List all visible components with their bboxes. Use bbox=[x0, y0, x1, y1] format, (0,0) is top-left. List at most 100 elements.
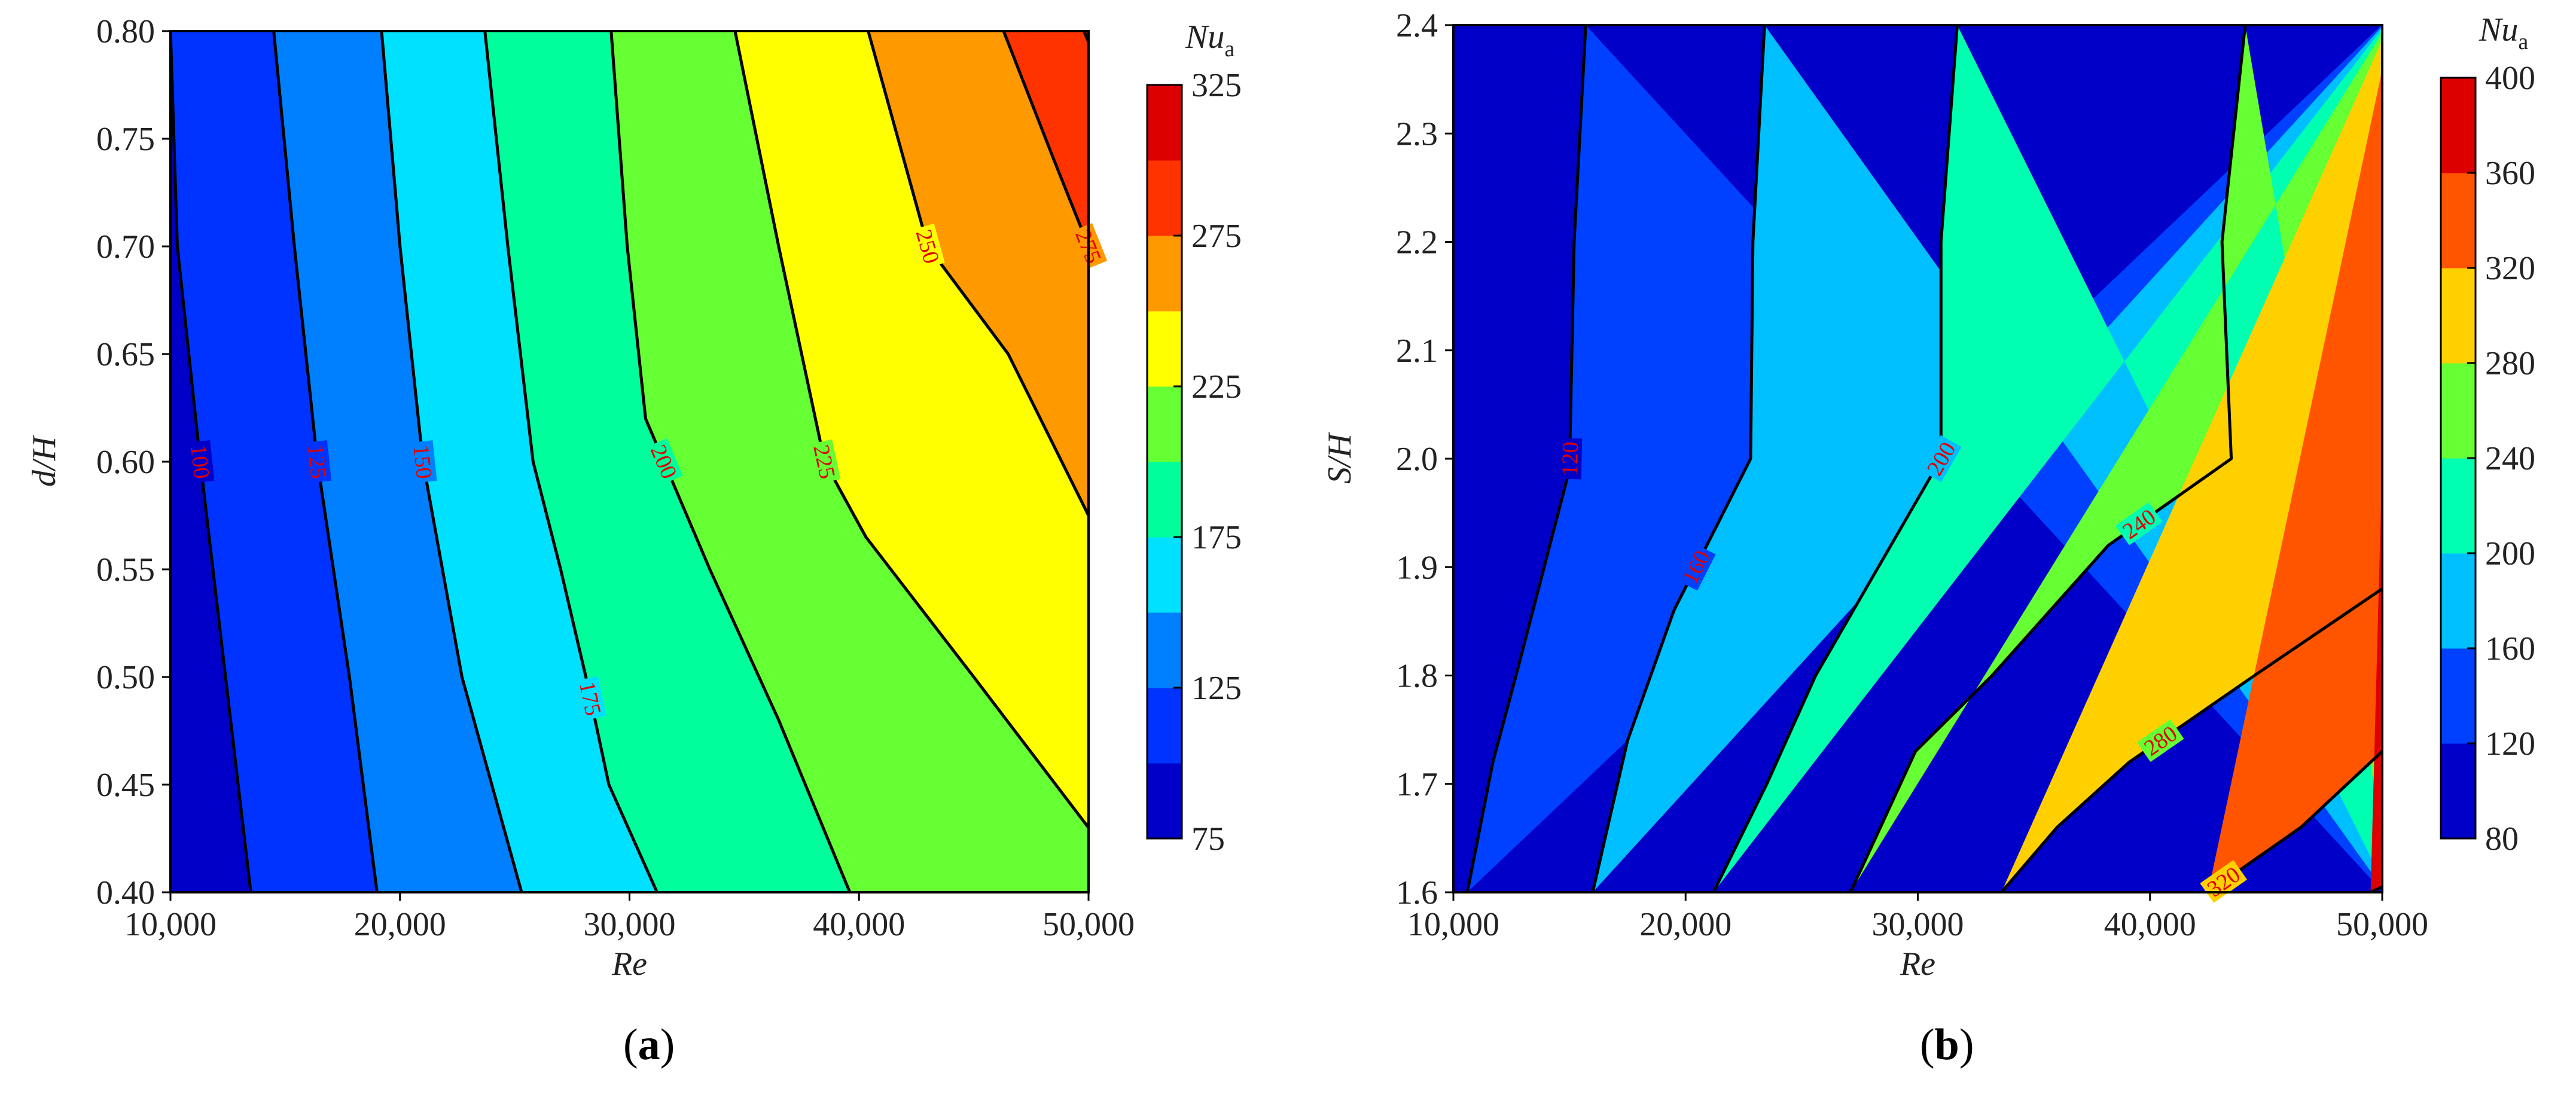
x-tick-label: 50,000 bbox=[2336, 906, 2428, 943]
contour-label-bg bbox=[408, 440, 437, 483]
x-tick-label: 50,000 bbox=[1042, 906, 1135, 943]
colorbar-tick-label: 240 bbox=[2485, 440, 2535, 477]
colorbar-tick-label: 80 bbox=[2485, 821, 2519, 858]
contour-label-125: 125 bbox=[303, 444, 331, 480]
y-tick-label: 2.0 bbox=[1396, 441, 1438, 478]
colorbar-title: Nua bbox=[1185, 19, 1234, 62]
contour-line-175 bbox=[483, 31, 659, 892]
contour-line-240 bbox=[1849, 25, 2247, 892]
colorbar-segment bbox=[2441, 78, 2476, 173]
colorbar-segment bbox=[2441, 553, 2476, 649]
band-4 bbox=[1850, 25, 2382, 892]
y-axis-label: d/H bbox=[26, 435, 63, 487]
contour-label-bg bbox=[186, 440, 215, 483]
x-tick-label: 20,000 bbox=[354, 906, 446, 943]
colorbar-tick-label: 200 bbox=[2485, 535, 2535, 572]
colorbar-tick-label: 225 bbox=[1191, 368, 1242, 405]
colorbar-tick-label: 360 bbox=[2485, 155, 2535, 192]
contour-line-275 bbox=[1002, 31, 1089, 247]
panel-label-a: (a) bbox=[623, 1020, 675, 1069]
colorbar-segment bbox=[1147, 688, 1182, 764]
x-tick-label: 40,000 bbox=[813, 906, 905, 943]
colorbar-title: Nua bbox=[2479, 11, 2528, 54]
contour-chart-b: 120 160 200 240 280 320 10,000 20,000 30,000 40,0… bbox=[1321, 7, 2535, 983]
x-tick-label: 10,000 bbox=[124, 906, 217, 943]
colorbar-segment bbox=[1147, 160, 1182, 236]
contour-label-bg bbox=[574, 676, 606, 721]
contour-label-bg bbox=[1676, 543, 1716, 591]
y-tick-label: 0.45 bbox=[96, 767, 155, 804]
y-tick-label: 1.8 bbox=[1396, 658, 1438, 695]
y-tick-label: 2.1 bbox=[1396, 333, 1438, 370]
contour-line-225 bbox=[733, 31, 1089, 829]
colorbar-segment bbox=[1147, 612, 1182, 688]
contour-line-120 bbox=[1465, 25, 1587, 892]
y-axis-label: S/H bbox=[1321, 432, 1358, 484]
x-tick-label: 40,000 bbox=[2104, 906, 2196, 943]
panel-label-b: (b) bbox=[1920, 1020, 1974, 1069]
colorbar-tick-label: 400 bbox=[2485, 60, 2535, 97]
contour-label-120: 120 bbox=[1557, 441, 1583, 476]
y-tick-label: 0.75 bbox=[96, 121, 155, 158]
contour-label-bg bbox=[2136, 719, 2184, 763]
colorbar-tick-label: 175 bbox=[1191, 519, 1242, 556]
contour-line-200 bbox=[1712, 25, 1959, 892]
x-tick-label: 30,000 bbox=[584, 906, 676, 943]
x-axis: 10,000 20,000 30,000 40,000 50,000 bbox=[1407, 892, 2428, 943]
colorbar-segment bbox=[2441, 458, 2476, 554]
y-tick-label: 0.80 bbox=[96, 13, 155, 50]
band-3 bbox=[1713, 25, 2382, 892]
y-tick-label: 2.3 bbox=[1396, 115, 1438, 153]
y-tick-label: 2.4 bbox=[1396, 7, 1438, 44]
colorbar-segment bbox=[1147, 537, 1182, 613]
y-axis: 1.6 1.7 1.8 1.9 2.0 2.1 2.2 2.3 2.4 bbox=[1396, 7, 1453, 911]
band-5 bbox=[2001, 39, 2382, 892]
y-tick-label: 1.6 bbox=[1396, 874, 1438, 911]
colorbar-segment bbox=[1147, 386, 1182, 462]
contour-line-160 bbox=[1591, 25, 1766, 892]
contour-label-bg bbox=[809, 439, 841, 484]
contour-label-bg bbox=[1557, 438, 1583, 480]
colorbar-tick-label: 280 bbox=[2485, 345, 2535, 382]
colorbar-segment bbox=[2441, 648, 2476, 744]
y-tick-label: 0.55 bbox=[96, 551, 155, 588]
contour-fills bbox=[1453, 25, 2382, 892]
colorbar-segment bbox=[1147, 85, 1182, 161]
x-tick-label: 20,000 bbox=[1639, 906, 1731, 943]
colorbar: 75 125 175 225 275 325 Nua bbox=[1146, 19, 1242, 858]
colorbar-tick-label: 325 bbox=[1191, 67, 1242, 104]
contour-line-200 bbox=[609, 31, 852, 892]
contour-fills bbox=[170, 31, 1089, 892]
contour-label-bg bbox=[1920, 435, 1962, 483]
y-tick-label: 0.50 bbox=[96, 659, 155, 696]
colorbar-segment bbox=[1147, 763, 1182, 839]
contour-label-100: 100 bbox=[185, 444, 214, 480]
x-tick-label: 10,000 bbox=[1407, 906, 1499, 943]
y-tick-label: 0.60 bbox=[96, 444, 155, 481]
y-tick-label: 0.65 bbox=[96, 336, 155, 373]
contour-label-150: 150 bbox=[408, 444, 437, 480]
contour-label-bg bbox=[645, 438, 683, 486]
y-tick-label: 1.9 bbox=[1396, 549, 1438, 586]
y-tick-label: 1.7 bbox=[1396, 766, 1438, 803]
band-1 bbox=[1467, 25, 2382, 892]
y-tick-label: 2.2 bbox=[1396, 224, 1438, 261]
colorbar-segment bbox=[2441, 363, 2476, 459]
contour-label-bg bbox=[911, 223, 945, 270]
colorbar-segment bbox=[2441, 173, 2476, 269]
x-axis-label: Re bbox=[611, 946, 647, 983]
y-axis: 0.40 0.45 0.50 0.55 0.60 0.65 0.70 0.75 0.80 bbox=[96, 13, 170, 911]
x-axis-label: Re bbox=[1900, 946, 1935, 983]
contour-line-250 bbox=[867, 31, 1089, 517]
colorbar-tick-label: 160 bbox=[2485, 630, 2535, 667]
colorbar-tick-label: 125 bbox=[1191, 670, 1242, 707]
colorbar-tick-label: 275 bbox=[1191, 218, 1242, 255]
colorbar-frame bbox=[1146, 84, 1183, 840]
x-axis: 10,000 20,000 30,000 40,000 50,000 bbox=[124, 892, 1135, 943]
colorbar-segment bbox=[1147, 311, 1182, 387]
contour-label-bg bbox=[303, 440, 332, 483]
colorbar-tick-label: 75 bbox=[1191, 821, 1225, 858]
band-6 bbox=[2208, 69, 2382, 892]
